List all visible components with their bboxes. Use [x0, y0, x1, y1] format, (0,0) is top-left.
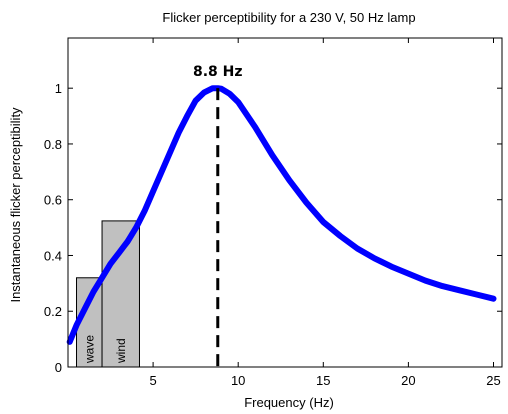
x-tick-label: 20	[401, 373, 415, 388]
y-tick-label: 0	[55, 360, 62, 375]
x-tick-label: 25	[486, 373, 500, 388]
region-label-wind: wind	[114, 338, 128, 364]
y-tick-label: 0.4	[44, 248, 62, 263]
annotations-layer: 8.8 Hz	[193, 64, 243, 367]
region-wind	[101, 220, 140, 368]
x-tick-label: 15	[316, 373, 330, 388]
region-label-wave: wave	[82, 335, 96, 364]
y-tick-label: 0.2	[44, 304, 62, 319]
x-tick-label: 10	[231, 373, 245, 388]
y-tick-label: 1	[55, 81, 62, 96]
plot-frame	[67, 37, 503, 368]
x-axis: 5 10 15 20 25	[149, 38, 501, 388]
chart-title: Flicker perceptibility for a 230 V, 50 H…	[162, 10, 415, 25]
x-axis-title: Frequency (Hz)	[244, 395, 334, 410]
regions-layer: wave wind	[76, 220, 140, 368]
y-axis-title: Instantaneous flicker perceptibility	[8, 107, 23, 303]
y-tick-label: 0.8	[44, 137, 62, 152]
x-tick-label: 5	[149, 373, 156, 388]
y-axis: 0 0.2 0.4 0.6 0.8 1	[44, 81, 502, 375]
y-tick-label: 0.6	[44, 193, 62, 208]
peak-label: 8.8 Hz	[193, 64, 243, 80]
